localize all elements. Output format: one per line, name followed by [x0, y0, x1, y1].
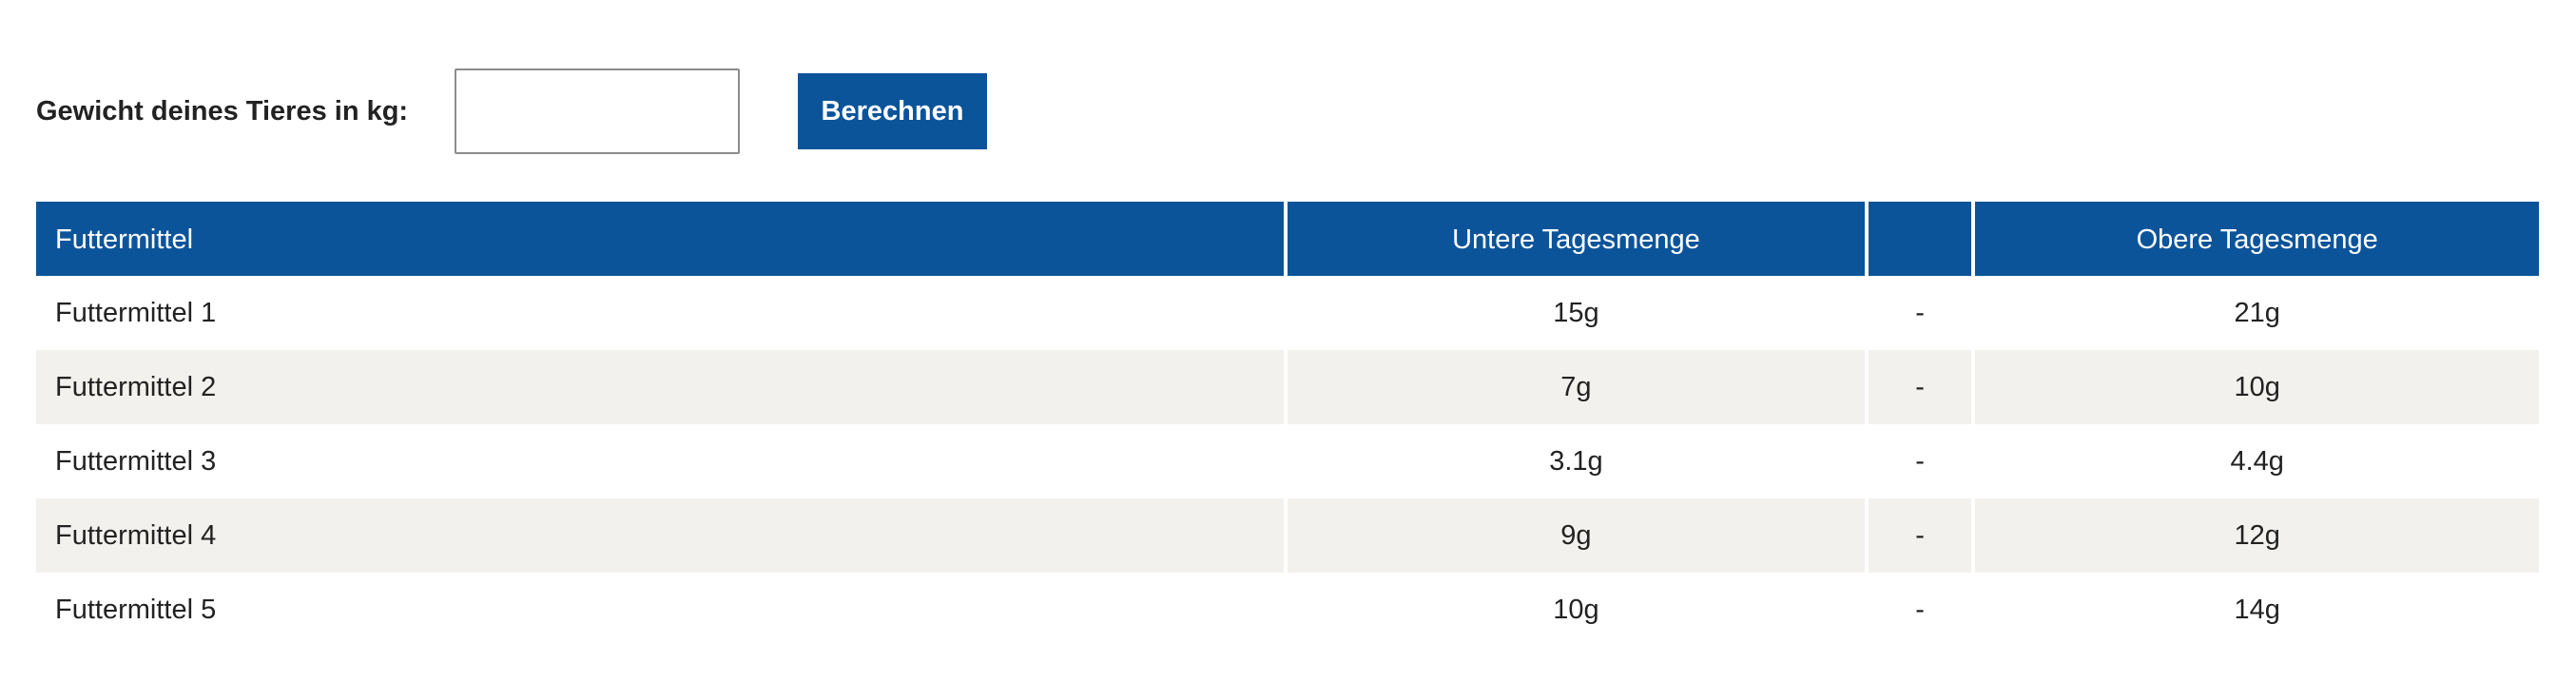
table-row: Futtermittel 3 3.1g - 4.4g [36, 424, 2539, 498]
cell-name: Futtermittel 5 [36, 573, 1285, 647]
cell-lower-amount: 3.1g [1288, 424, 1865, 498]
cell-name: Futtermittel 4 [36, 498, 1285, 573]
header-upper-amount: Obere Tagesmenge [1975, 202, 2539, 276]
cell-upper-amount: 4.4g [1975, 424, 2539, 498]
weight-form: Gewicht deines Tieres in kg: Berechnen [36, 68, 987, 154]
cell-lower-amount: 9g [1288, 498, 1865, 573]
calculate-button[interactable]: Berechnen [798, 73, 987, 149]
cell-name: Futtermittel 1 [36, 276, 1285, 350]
weight-input[interactable] [455, 68, 740, 154]
table-row: Futtermittel 1 15g - 21g [36, 276, 2539, 350]
header-separator [1868, 202, 1972, 276]
cell-separator: - [1868, 573, 1972, 647]
table-row: Futtermittel 2 7g - 10g [36, 350, 2539, 424]
cell-upper-amount: 12g [1975, 498, 2539, 573]
cell-name: Futtermittel 2 [36, 350, 1285, 424]
cell-lower-amount: 7g [1288, 350, 1865, 424]
cell-separator: - [1868, 424, 1972, 498]
cell-upper-amount: 14g [1975, 573, 2539, 647]
table-row: Futtermittel 5 10g - 14g [36, 573, 2539, 647]
cell-lower-amount: 10g [1288, 573, 1865, 647]
table-header-row: Futtermittel Untere Tagesmenge Obere Tag… [36, 202, 2539, 276]
cell-separator: - [1868, 350, 1972, 424]
feed-table: Futtermittel Untere Tagesmenge Obere Tag… [32, 202, 2543, 647]
header-lower-amount: Untere Tagesmenge [1288, 202, 1865, 276]
weight-label: Gewicht deines Tieres in kg: [36, 95, 409, 127]
cell-upper-amount: 10g [1975, 350, 2539, 424]
table-row: Futtermittel 4 9g - 12g [36, 498, 2539, 573]
cell-lower-amount: 15g [1288, 276, 1865, 350]
cell-separator: - [1868, 498, 1972, 573]
cell-name: Futtermittel 3 [36, 424, 1285, 498]
cell-separator: - [1868, 276, 1972, 350]
cell-upper-amount: 21g [1975, 276, 2539, 350]
header-name: Futtermittel [36, 202, 1285, 276]
